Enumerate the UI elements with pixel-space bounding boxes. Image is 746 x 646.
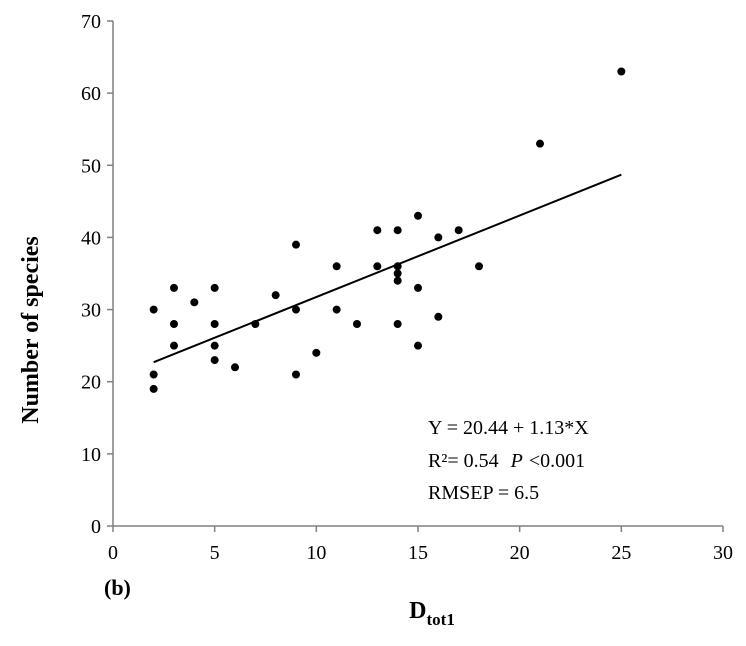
data-point [434,233,443,242]
data-point [149,370,158,379]
data-point [414,283,422,292]
data-point [271,291,280,300]
data-point [292,370,300,379]
y-tick-label: 30 [81,300,101,322]
x-axis-title-subscript: tot1 [427,610,455,629]
data-point [434,312,443,321]
data-points [149,67,626,393]
data-point [292,240,300,249]
data-point [373,226,382,235]
data-point [332,262,341,271]
data-point [210,320,219,328]
data-point [292,305,300,314]
y-tick-label: 70 [81,11,101,33]
data-point [617,67,626,76]
equation-annotation: Y = 20.44 + 1.13*X [428,417,589,439]
data-point [149,305,158,314]
data-point [170,283,178,292]
x-ticks: 0 5 10 15 20 25 30 [108,526,733,564]
y-tick-label: 20 [81,372,101,394]
data-point [414,341,422,350]
data-point [312,348,321,357]
y-tick-label: 40 [81,227,101,249]
data-point [210,283,219,292]
panel-label: (b) [104,575,131,600]
data-point [353,320,361,328]
data-point [393,262,402,271]
r2-text: R²= 0.54 [428,450,499,472]
data-point [210,341,219,350]
p-symbol: P [510,450,523,472]
data-point [393,269,402,278]
trendline [153,173,622,364]
data-point [536,139,544,148]
data-point [149,384,158,393]
data-point [231,363,239,372]
y-axis-title: Number of species [18,236,44,424]
data-point [393,276,402,285]
y-ticks: 0 10 20 30 40 50 60 70 [81,11,113,538]
x-tick-label: 20 [510,542,530,564]
data-point [454,226,463,235]
x-axis-title-main: D [409,598,426,624]
x-tick-label: 5 [210,542,220,564]
x-tick-label: 15 [408,542,428,564]
data-point [393,226,402,235]
y-tick-label: 10 [81,444,101,466]
x-axis-title: Dtot1 [409,598,455,629]
data-point [251,320,260,328]
rmsep-annotation: RMSEP = 6.5 [428,482,539,504]
data-point [170,320,178,328]
x-tick-label: 25 [611,542,631,564]
y-tick-label: 50 [81,155,101,177]
y-tick-label: 60 [81,83,101,105]
p-value: <0.001 [529,450,585,472]
r2-annotation: R²= 0.54 P <0.001 [428,450,585,472]
data-point [210,356,219,365]
data-point [332,305,341,314]
data-point [475,262,483,271]
x-tick-label: 10 [306,542,326,564]
x-tick-label: 0 [108,542,118,564]
data-point [393,320,402,328]
x-tick-label: 30 [713,542,733,564]
axes: 0 10 20 30 40 50 60 70 0 5 10 15 20 25 30 [81,11,733,564]
y-tick-label: 0 [91,516,101,538]
data-point [170,341,178,350]
data-point [190,298,199,307]
data-point [373,262,382,271]
data-point [414,211,422,220]
